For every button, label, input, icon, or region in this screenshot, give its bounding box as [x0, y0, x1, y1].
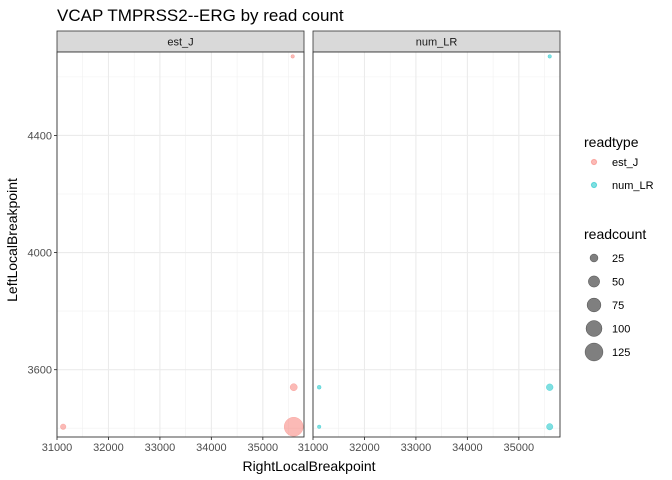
x-axis-title: RightLocalBreakpoint [242, 458, 375, 474]
x-tick-label: 32000 [93, 442, 124, 454]
legend-size-label: 25 [612, 253, 624, 265]
legend-size-label: 100 [612, 324, 630, 336]
x-tick-label: 33000 [145, 442, 176, 454]
plot-panel-border [56, 51, 305, 438]
facet-panel-est_J: est_J [56, 30, 305, 438]
data-point-num_LR [546, 423, 554, 431]
data-point-num_LR [317, 424, 322, 429]
x-tick-label: 34000 [452, 442, 483, 454]
legend-title-readcount: readcount [584, 226, 646, 242]
legend-size-label: 50 [612, 277, 624, 289]
data-point-num_LR [546, 383, 554, 391]
chart-axes: 31000 32000 33000 34000 35000 31000 32000 33000… [28, 130, 535, 454]
legend-label-num_LR: num_LR [612, 180, 654, 192]
chart-title: VCAP TMPRSS2--ERG by read count [57, 6, 344, 25]
legend-size-key [588, 275, 600, 288]
x-tick-label: 35000 [248, 442, 279, 454]
legend-size-key [585, 320, 603, 337]
data-point-num_LR [316, 385, 322, 390]
legend-size-key [586, 297, 602, 313]
legend-size-key [584, 342, 604, 362]
x-tick-label: 31000 [42, 442, 73, 454]
legend-title-readtype: readtype [584, 134, 639, 150]
y-tick-label: 4000 [28, 248, 52, 260]
facet-strip-label: est_J [167, 37, 193, 49]
y-tick-label: 3600 [28, 365, 52, 377]
y-axis-title: LeftLocalBreakpoint [4, 178, 20, 302]
legend-label-est_J: est_J [612, 157, 638, 169]
legend: readtype est_J num_LR readcount 25 50 75 100 125 [584, 134, 654, 362]
plot-panel-background [57, 52, 304, 437]
x-tick-label: 34000 [196, 442, 227, 454]
legend-size-key [589, 253, 599, 263]
data-point-est_J [289, 383, 298, 392]
x-tick-label: 32000 [349, 442, 380, 454]
data-point-est_J [60, 423, 67, 430]
plot-panel-background [313, 52, 560, 437]
facet-strip-label: num_LR [416, 37, 458, 49]
legend-key-num_LR [590, 181, 598, 189]
y-tick-label: 4400 [28, 130, 52, 142]
x-tick-label: 33000 [401, 442, 432, 454]
data-point-est_J [283, 417, 304, 437]
facet-panel-num_LR: num_LR [312, 30, 561, 438]
facet-panels: est_J num_LR [56, 30, 561, 438]
legend-size-label: 75 [612, 300, 624, 312]
data-point-est_J [290, 54, 295, 59]
x-tick-label: 31000 [298, 442, 329, 454]
legend-size-label: 125 [612, 347, 630, 359]
plot-panel-border [312, 51, 561, 438]
data-point-num_LR [547, 54, 552, 59]
legend-key-est_J [590, 158, 598, 166]
x-tick-label: 35000 [504, 442, 535, 454]
